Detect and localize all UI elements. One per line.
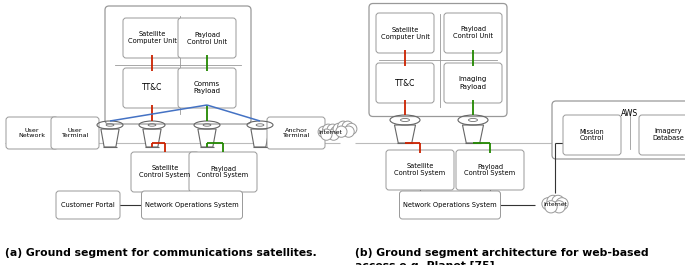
- FancyBboxPatch shape: [267, 117, 325, 149]
- Text: Internet: Internet: [318, 130, 342, 135]
- FancyBboxPatch shape: [56, 191, 120, 219]
- FancyBboxPatch shape: [189, 152, 257, 192]
- Circle shape: [552, 195, 564, 207]
- Text: Satellite
Computer Unit: Satellite Computer Unit: [127, 32, 177, 45]
- FancyBboxPatch shape: [51, 117, 99, 149]
- Polygon shape: [143, 129, 161, 147]
- Circle shape: [318, 126, 329, 138]
- Polygon shape: [101, 129, 119, 147]
- Text: Customer Portal: Customer Portal: [61, 202, 115, 208]
- FancyBboxPatch shape: [6, 117, 58, 149]
- Text: AWS: AWS: [621, 108, 638, 117]
- Circle shape: [333, 123, 345, 135]
- Circle shape: [321, 129, 332, 140]
- Circle shape: [343, 126, 354, 137]
- FancyBboxPatch shape: [369, 3, 507, 117]
- FancyBboxPatch shape: [376, 13, 434, 53]
- Text: Payload
Control System: Payload Control System: [464, 164, 516, 176]
- Circle shape: [556, 198, 568, 210]
- Circle shape: [542, 198, 554, 210]
- Text: (b) Ground segment architecture for web-based
access e.g. Planet [75].: (b) Ground segment architecture for web-…: [355, 248, 649, 265]
- Text: Satellite
Control System: Satellite Control System: [140, 166, 190, 179]
- FancyBboxPatch shape: [399, 191, 501, 219]
- Circle shape: [553, 201, 565, 213]
- Text: Network Operations System: Network Operations System: [145, 202, 239, 208]
- FancyBboxPatch shape: [105, 6, 251, 124]
- Text: Network Operations System: Network Operations System: [403, 202, 497, 208]
- Circle shape: [323, 124, 334, 135]
- Text: Imagery
Database: Imagery Database: [652, 129, 684, 142]
- FancyBboxPatch shape: [178, 68, 236, 108]
- Polygon shape: [251, 129, 269, 147]
- Circle shape: [327, 124, 338, 135]
- FancyBboxPatch shape: [178, 18, 236, 58]
- Text: TT&C: TT&C: [142, 83, 162, 92]
- FancyBboxPatch shape: [563, 115, 621, 155]
- Polygon shape: [198, 129, 216, 147]
- Circle shape: [331, 126, 342, 138]
- Circle shape: [346, 123, 357, 135]
- FancyBboxPatch shape: [142, 191, 242, 219]
- Circle shape: [336, 126, 347, 137]
- Text: Satellite
Computer Unit: Satellite Computer Unit: [381, 26, 429, 39]
- FancyBboxPatch shape: [444, 63, 502, 103]
- Circle shape: [328, 129, 339, 140]
- Text: User
Network: User Network: [18, 128, 45, 138]
- Text: (a) Ground segment for communications satellites.: (a) Ground segment for communications sa…: [5, 248, 316, 258]
- FancyBboxPatch shape: [376, 63, 434, 103]
- Text: Payload
Control System: Payload Control System: [197, 166, 249, 179]
- Text: TT&C: TT&C: [395, 78, 415, 87]
- FancyBboxPatch shape: [123, 18, 181, 58]
- FancyBboxPatch shape: [456, 150, 524, 190]
- Text: Imaging
Payload: Imaging Payload: [459, 77, 487, 90]
- Polygon shape: [395, 125, 416, 143]
- FancyBboxPatch shape: [444, 13, 502, 53]
- Polygon shape: [462, 125, 484, 143]
- Text: Internet: Internet: [543, 202, 567, 207]
- FancyBboxPatch shape: [552, 101, 685, 159]
- Text: Payload
Control Unit: Payload Control Unit: [187, 32, 227, 45]
- Circle shape: [342, 121, 353, 132]
- Circle shape: [338, 121, 349, 132]
- FancyBboxPatch shape: [639, 115, 685, 155]
- FancyBboxPatch shape: [386, 150, 454, 190]
- Text: Mission
Control: Mission Control: [580, 129, 604, 142]
- FancyBboxPatch shape: [131, 152, 199, 192]
- Text: Comms
Payload: Comms Payload: [193, 82, 221, 95]
- Text: Satellite
Control System: Satellite Control System: [395, 164, 445, 176]
- FancyBboxPatch shape: [123, 68, 181, 108]
- Text: Payload
Control Unit: Payload Control Unit: [453, 26, 493, 39]
- Text: Anchor
Terminal: Anchor Terminal: [282, 128, 310, 138]
- Text: User
Terminal: User Terminal: [62, 128, 88, 138]
- Circle shape: [547, 195, 559, 207]
- Circle shape: [545, 201, 557, 213]
